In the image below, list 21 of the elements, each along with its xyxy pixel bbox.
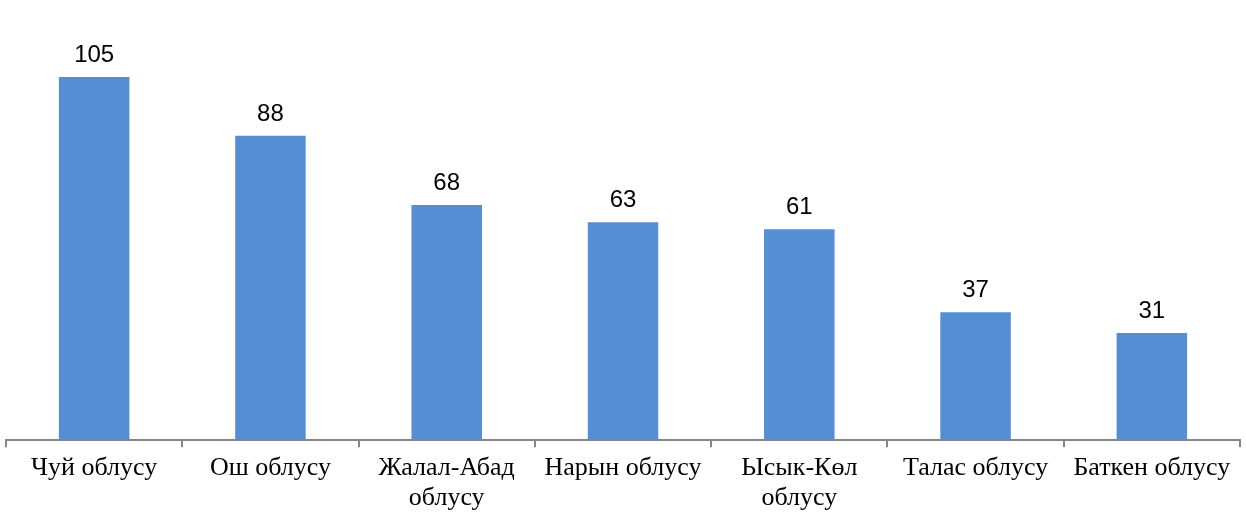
x-tick-label: Баткен облусу [1073, 451, 1231, 481]
data-label: 31 [1138, 295, 1166, 323]
bar [764, 229, 835, 441]
bar [1116, 332, 1188, 441]
bar [235, 135, 306, 441]
bar [411, 204, 482, 441]
data-label: 61 [785, 192, 813, 220]
bar [587, 222, 659, 441]
x-tick-label: Жалал-Абад облусу [378, 451, 515, 511]
bar [940, 312, 1011, 441]
x-tick-label: Нарын облусу [544, 451, 702, 481]
x-tick-label: Талас облусу [902, 451, 1049, 481]
data-label: 63 [609, 185, 637, 213]
x-tick-label: Ысык-Көл облусу [741, 451, 858, 511]
data-label: 37 [962, 275, 989, 303]
data-label: 68 [433, 167, 461, 195]
x-tick-label: Ош облусу [209, 451, 331, 481]
data-label: 88 [257, 98, 284, 126]
bar [58, 76, 130, 441]
data-label: 105 [74, 39, 115, 67]
x-tick-label: Чуй облусу [31, 451, 158, 481]
